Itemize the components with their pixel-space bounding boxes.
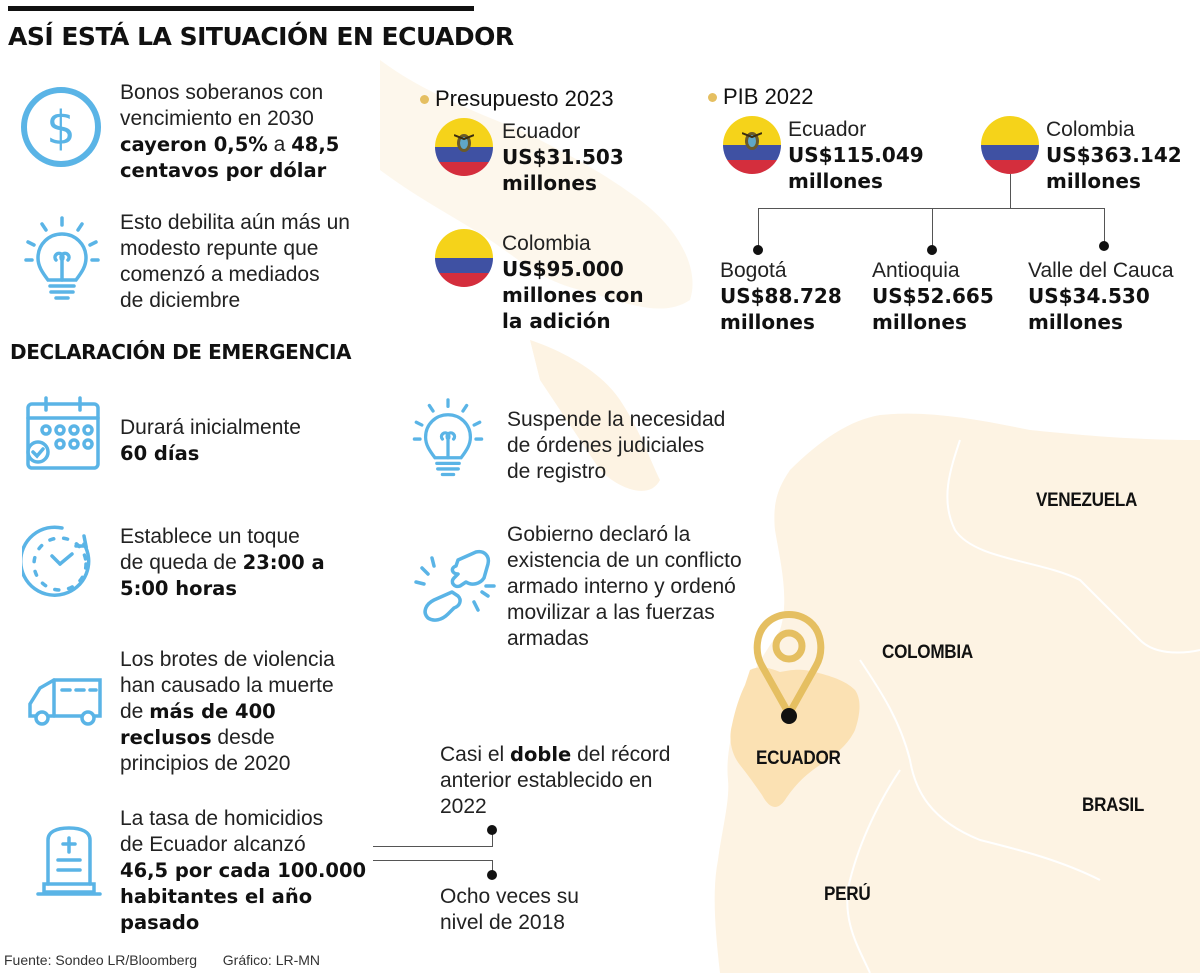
map-label-venezuela: VENEZUELA	[1036, 490, 1138, 511]
map-label-ecuador: ECUADOR	[756, 748, 841, 769]
colombia-flag-icon	[981, 116, 1039, 174]
svg-text:$: $	[46, 101, 75, 155]
curfew-text: Establece un toque de queda de 23:00 a 5…	[120, 525, 325, 600]
homicide-text: La tasa de homicidios de Ecuador alcanzó…	[120, 807, 367, 934]
connector-line	[492, 830, 493, 846]
gdp-region-bogota: Bogotá US$88.728 millones	[720, 259, 842, 334]
bullet-dot-icon	[420, 94, 429, 104]
connector-node	[487, 870, 497, 880]
tree-connector	[758, 208, 1105, 209]
connector-node	[487, 825, 497, 835]
bonds-text: Bonos soberanos con vencimiento en 2030 …	[120, 81, 340, 182]
map-label-brasil: BRASIL	[1082, 795, 1145, 816]
tree-node	[753, 245, 763, 255]
colombia-flag-icon	[435, 229, 493, 287]
tree-connector	[932, 208, 933, 250]
page-title: ASÍ ESTÁ LA SITUACIÓN EN ECUADOR	[8, 22, 514, 51]
clock-icon	[22, 525, 91, 597]
footer-credit: Gráfico: LR-MN	[222, 952, 321, 968]
tombstone-icon	[36, 826, 102, 896]
budget-heading: Presupuesto 2023	[420, 86, 614, 112]
weaken-text: Esto debilita aún más un modesto repunte…	[120, 211, 350, 312]
violence-text: Los brotes de violencia han causado la m…	[120, 648, 335, 775]
eight-times-text: Ocho veces su nivel de 2018	[440, 885, 579, 934]
budget-ecuador: Ecuador US$31.503 millones	[502, 120, 624, 195]
warrants-text: Suspende la necesidad de órdenes judicia…	[507, 408, 726, 483]
tree-node	[927, 245, 937, 255]
gdp-colombia: Colombia US$363.142 millones	[1046, 118, 1182, 193]
tree-node	[1099, 241, 1109, 251]
gdp-ecuador: Ecuador US$115.049 millones	[788, 118, 924, 193]
ecuador-flag-icon	[723, 116, 781, 174]
map-label-colombia: COLOMBIA	[882, 642, 973, 663]
prison-van-icon	[28, 678, 102, 726]
gdp-heading: PIB 2022	[708, 84, 814, 110]
conflict-text: Gobierno declaró la existencia de un con…	[507, 523, 742, 650]
map-label-peru: PERÚ	[824, 884, 871, 905]
lightbulb-icon	[412, 398, 484, 477]
tree-connector	[1010, 174, 1011, 208]
map-pin-icon	[753, 611, 825, 724]
fist-bump-icon	[414, 549, 496, 622]
connector-line	[373, 846, 493, 847]
emergency-heading: DECLARACIÓN DE EMERGENCIA	[10, 340, 352, 364]
connector-line	[492, 860, 493, 872]
budget-colombia: Colombia US$95.000 millones con la adici…	[502, 232, 644, 333]
calendar-icon	[26, 396, 100, 470]
lightbulb-icon	[24, 216, 100, 300]
duration-text: Durará inicialmente 60 días	[120, 416, 301, 465]
connector-line	[373, 860, 493, 861]
gdp-region-valle: Valle del Cauca US$34.530 millones	[1028, 259, 1174, 334]
bullet-dot-icon	[708, 92, 717, 102]
footer-source: Fuente: Sondeo LR/Bloomberg	[4, 952, 198, 968]
tree-connector	[1104, 208, 1105, 246]
ecuador-flag-icon	[435, 118, 493, 176]
tree-connector	[758, 208, 759, 250]
header-rule	[8, 6, 474, 11]
gdp-region-antioquia: Antioquia US$52.665 millones	[872, 259, 994, 334]
footer: Fuente: Sondeo LR/Bloomberg Gráfico: LR-…	[4, 952, 320, 968]
dollar-icon: $	[21, 87, 101, 167]
record-text: Casi el doble del récord anterior establ…	[440, 743, 671, 818]
